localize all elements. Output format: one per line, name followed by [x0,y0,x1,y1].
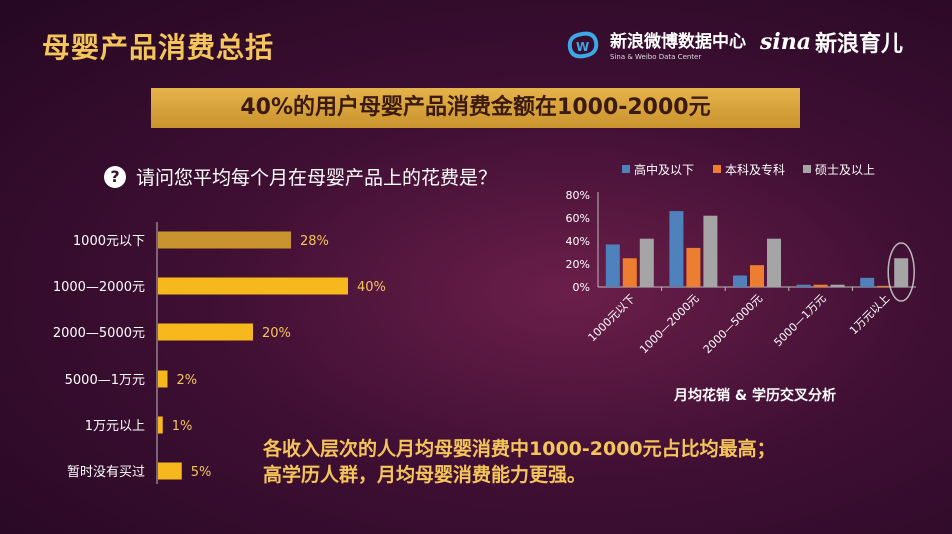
hbar-bar [158,416,163,434]
hbar-value-label: 1% [172,419,193,434]
x-category-label: 1万元以上 [847,292,892,337]
sina-parenting-logo: sina 新浪育儿 [760,26,903,58]
y-tick-label: 40% [566,235,590,248]
hbar-bar [158,370,168,388]
question-text: 请问您平均每个月在母婴产品上的花费是？ [136,167,498,189]
hbar-category-label: 1000元以下 [73,234,145,249]
sina-logo-text: sina [760,29,811,55]
conclusion-line-2: 高学历人群，月均母婴消费能力更强。 [263,464,587,486]
hbar-value-label: 5% [191,465,212,480]
column-bar [830,284,845,287]
hbar-category-label: 1万元以上 [85,419,145,434]
weibo-data-center-logo: W 新浪微博数据中心 Sina & Weibo Data Center [564,26,746,62]
column-bar [877,285,892,287]
hbar-value-label: 40% [357,280,386,295]
svg-text:W: W [576,40,589,54]
x-category-label: 1000—2000元 [637,292,701,356]
column-bar [733,275,747,287]
legend-swatch [713,165,721,173]
column-bar [894,258,909,287]
column-bar [639,238,654,287]
y-tick-label: 60% [566,212,590,225]
conclusion-line-1: 各收入层次的人月均母婴消费中1000-2000元占比均最高； [263,438,776,460]
weibo-logo-cn: 新浪微博数据中心 [610,32,746,52]
column-bar [860,277,875,287]
question-icon: ? [104,165,126,188]
logos: W 新浪微博数据中心 Sina & Weibo Data Center sina… [564,26,934,74]
hbar-category-label: 2000—5000元 [53,326,145,341]
legend-swatch [803,165,811,173]
legend-label: 本科及专科 [725,162,785,177]
column-bar [686,247,701,287]
hbar-category-label: 1000—2000元 [53,280,145,295]
legend-swatch [622,165,630,173]
survey-question: ? 请问您平均每个月在母婴产品上的花费是？ [104,163,497,190]
column-bar [767,238,781,287]
hbar-value-label: 20% [262,326,291,341]
hbar-value-label: 2% [177,373,198,388]
column-bar [813,284,828,287]
hbar-value-label: 28% [300,234,329,249]
legend-label: 硕士及以上 [815,163,875,177]
hbar-bar [158,231,291,249]
sina-logo-cn: 新浪育儿 [815,32,904,57]
hbar-bar [158,462,182,480]
legend-label: 高中及以下 [634,162,694,177]
hbar-category-label: 暂时没有买过 [67,465,145,480]
conclusion: 各收入层次的人月均母婴消费中1000-2000元占比均最高； 高学历人群，月均母… [263,436,776,488]
hbar-category-label: 5000—1万元 [65,373,145,388]
column-bar [669,211,684,287]
column-bar [605,244,620,287]
y-tick-label: 80% [566,189,590,202]
weibo-logo-icon: W [567,31,599,59]
highlight-ellipse [887,242,915,302]
x-category-label: 1000元以下 [586,292,638,344]
x-category-label: 5000—1万元 [771,292,828,349]
hbar-bar [158,323,253,341]
y-tick-label: 20% [566,258,590,271]
y-tick-label: 0% [573,281,590,294]
column-bar [796,284,811,287]
weibo-logo-en: Sina & Weibo Data Center [610,53,702,61]
x-category-label: 2000—5000元 [701,292,765,356]
page-title: 母婴产品消费总括 [42,31,275,64]
cross-chart-caption: 月均花销 & 学历交叉分析 [673,387,836,404]
headline-banner: 40%的用户母婴产品消费金额在1000-2000元 [151,88,800,128]
column-bar [703,215,718,287]
hbar-bar [158,277,348,295]
column-bar [750,265,764,287]
column-bar [622,258,637,287]
